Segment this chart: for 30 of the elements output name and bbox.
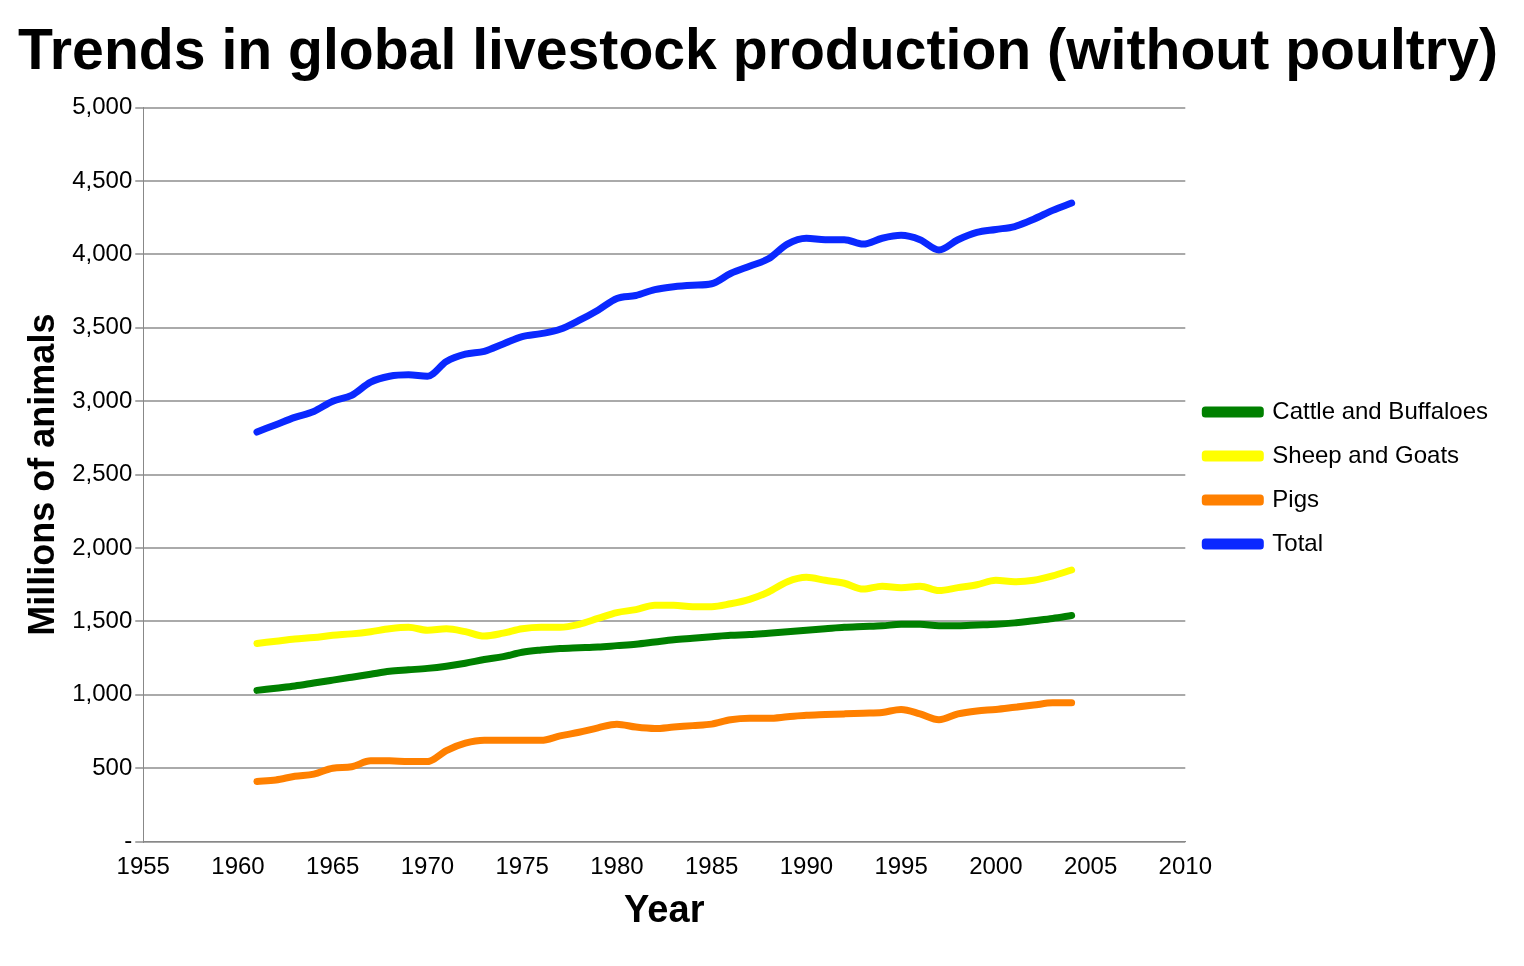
x-axis-title: Year [624, 887, 705, 930]
y-tick-label: 500 [92, 752, 133, 780]
x-tick-label: 1970 [400, 851, 455, 879]
x-tick-label: 1965 [306, 851, 360, 879]
y-tick-label: 1,500 [72, 606, 133, 634]
y-tick-label: 4,500 [72, 165, 133, 193]
x-tick-label: 2010 [1158, 851, 1212, 879]
x-tick-label: 1990 [779, 851, 834, 879]
legend-label: Total [1272, 528, 1323, 556]
x-tick-label: 1960 [211, 851, 265, 879]
y-tick-label: - [124, 826, 133, 854]
y-tick-label: 4,000 [72, 239, 133, 267]
y-tick-label: 2,000 [72, 532, 133, 560]
x-tick-label: 1975 [495, 851, 549, 879]
y-axis-title: Millions of animals [20, 313, 62, 636]
y-tick-label: 1,000 [72, 679, 133, 707]
y-tick-label: 3,500 [72, 312, 133, 340]
x-tick-label: 1955 [116, 851, 170, 879]
y-tick-label: 2,500 [72, 459, 133, 487]
legend-label: Cattle and Buffaloes [1272, 396, 1489, 424]
legend-label: Sheep and Goats [1272, 440, 1460, 468]
x-tick-label: 2000 [969, 851, 1023, 879]
x-tick-label: 1980 [590, 851, 644, 879]
y-tick-label: 5,000 [72, 92, 133, 120]
chart-title: Trends in global livestock production (without poultry) [18, 16, 1498, 81]
x-tick-label: 1985 [684, 851, 739, 879]
x-tick-label: 2005 [1063, 851, 1118, 879]
x-tick-label: 1995 [874, 851, 928, 879]
y-tick-label: 3,000 [72, 385, 133, 413]
legend-label: Pigs [1272, 484, 1319, 512]
